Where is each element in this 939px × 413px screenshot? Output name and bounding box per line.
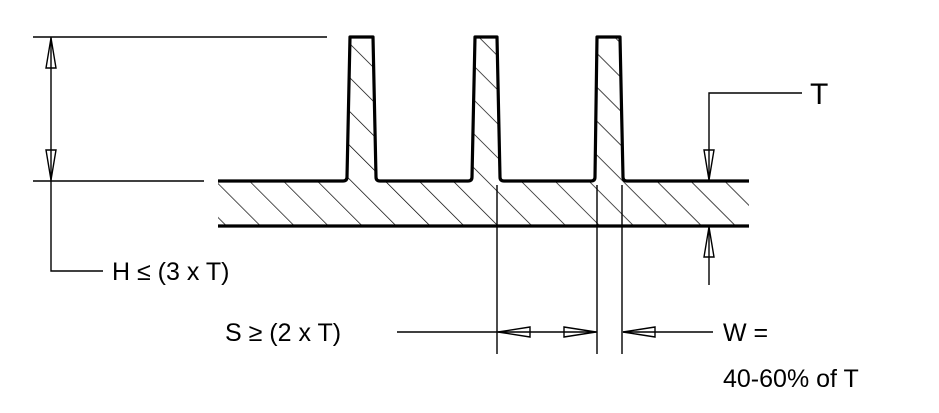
- section-hatch-fill: [218, 37, 749, 226]
- spacing-rule-label: S ≥ (2 x T): [225, 319, 341, 347]
- arrow-down-icon: [703, 149, 715, 181]
- width-rule-label-line1: W =: [723, 319, 768, 347]
- width-rule-label-line2: 40-60% of T: [723, 365, 859, 393]
- arrow-left-icon: [622, 326, 656, 338]
- section-top-outline: [218, 35, 749, 183]
- arrow-left-icon: [497, 326, 531, 338]
- spacing-width-dimension: [397, 185, 713, 354]
- arrow-right-icon: [563, 326, 597, 338]
- arrow-down-icon: [45, 149, 57, 181]
- arrow-up-icon: [703, 226, 715, 258]
- height-leader-line: [50, 181, 103, 272]
- arrow-up-icon: [45, 37, 57, 69]
- thickness-label: T: [810, 78, 828, 111]
- height-dimension: [33, 36, 327, 272]
- thickness-leader-line: [708, 92, 802, 180]
- part-cross-section: [218, 35, 749, 228]
- height-rule-label: H ≤ (3 x T): [112, 258, 229, 286]
- thickness-dimension: [703, 92, 802, 285]
